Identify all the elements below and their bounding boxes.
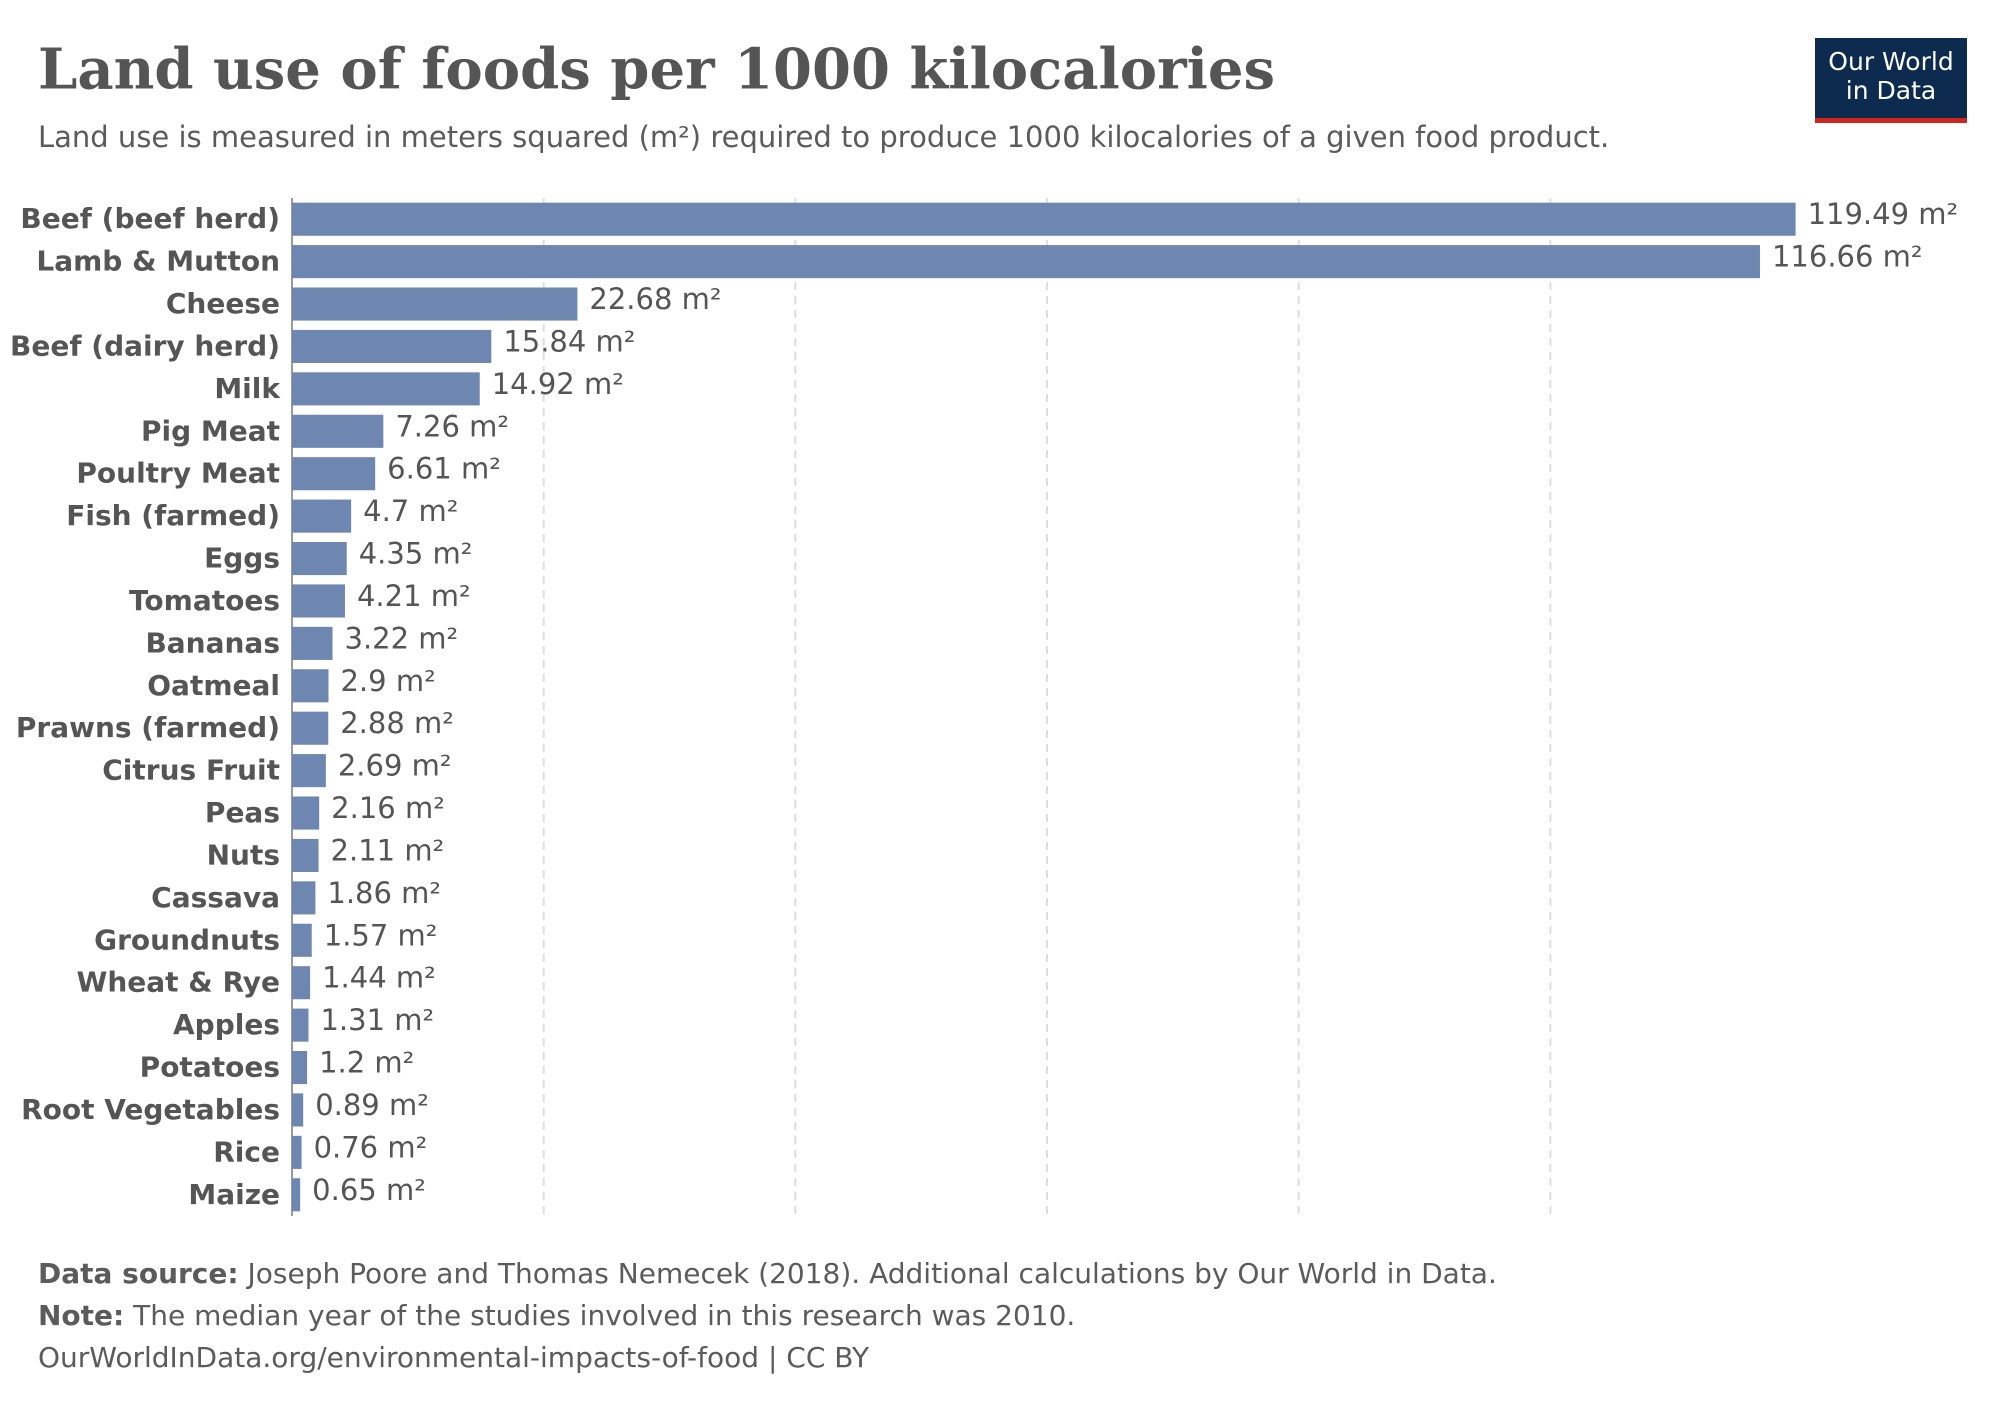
bar <box>292 457 376 491</box>
y-tick-label: Maize <box>188 1178 280 1211</box>
bar <box>292 499 352 533</box>
bar <box>292 372 480 406</box>
logo-text: Our World <box>1828 47 1953 76</box>
value-label: 3.22 m² <box>345 621 459 655</box>
bar <box>292 923 312 957</box>
bar <box>292 881 316 915</box>
value-label: 0.76 m² <box>314 1130 428 1164</box>
bar <box>292 669 329 703</box>
note-label: Note: <box>38 1299 124 1332</box>
y-tick-label: Oatmeal <box>147 669 280 702</box>
y-tick-label: Bananas <box>145 626 280 659</box>
y-tick-label: Lamb & Mutton <box>36 245 280 278</box>
value-label: 4.7 m² <box>363 494 458 528</box>
footer-url[interactable]: OurWorldInData.org/environmental-impacts… <box>38 1341 870 1374</box>
bar <box>292 329 492 364</box>
y-tick-label: Beef (beef herd) <box>20 202 280 235</box>
y-tick-label: Root Vegetables <box>21 1093 280 1126</box>
y-tick-label: Potatoes <box>140 1051 280 1084</box>
logo-strip <box>1815 118 1967 123</box>
value-label: 1.44 m² <box>322 961 436 995</box>
y-tick-label: Wheat & Rye <box>76 966 280 999</box>
y-tick-label: Rice <box>213 1135 280 1168</box>
bar <box>292 414 384 448</box>
value-label: 4.35 m² <box>359 537 473 571</box>
bar <box>292 202 1796 236</box>
value-label: 7.26 m² <box>395 409 509 443</box>
y-tick-label: Nuts <box>207 838 280 871</box>
source-label: Data source: <box>38 1257 239 1290</box>
value-label: 1.31 m² <box>320 1003 434 1037</box>
y-tick-label: Milk <box>214 372 281 405</box>
bar <box>292 584 345 618</box>
value-label: 2.88 m² <box>340 706 454 740</box>
y-tick-label: Citrus Fruit <box>102 754 280 787</box>
value-label: 0.65 m² <box>312 1173 426 1207</box>
value-label: 6.61 m² <box>387 452 501 486</box>
y-tick-label: Poultry Meat <box>76 457 280 490</box>
y-tick-label: Peas <box>205 796 280 829</box>
value-label: 116.66 m² <box>1772 240 1923 274</box>
bar <box>292 541 347 576</box>
value-label: 15.84 m² <box>503 324 635 358</box>
value-label: 1.86 m² <box>327 876 441 910</box>
value-label: 2.69 m² <box>338 749 452 783</box>
y-tick-label: Groundnuts <box>94 923 280 956</box>
y-tick-label: Apples <box>173 1008 280 1041</box>
footer-source: Data source: Joseph Poore and Thomas Nem… <box>38 1257 1497 1290</box>
value-label: 2.16 m² <box>331 791 445 825</box>
bar <box>292 838 319 873</box>
bar <box>292 966 311 1000</box>
footer-note: Note: The median year of the studies inv… <box>38 1299 1075 1332</box>
bar <box>292 287 578 321</box>
chart-title: Land use of foods per 1000 kilocalories <box>38 37 1275 103</box>
value-label: 1.2 m² <box>319 1046 414 1080</box>
bar <box>292 1050 308 1085</box>
value-label: 0.89 m² <box>315 1088 429 1122</box>
y-tick-label: Beef (dairy herd) <box>10 329 280 362</box>
y-tick-label: Eggs <box>204 542 280 575</box>
y-tick-label: Cassava <box>151 881 280 914</box>
bar <box>292 1008 309 1042</box>
bar <box>292 754 326 788</box>
y-tick-label: Pig Meat <box>141 414 280 447</box>
bar <box>292 1178 301 1212</box>
bar <box>292 711 329 745</box>
logo-box <box>1815 38 1967 118</box>
value-label: 14.92 m² <box>492 367 624 401</box>
value-label: 2.11 m² <box>331 833 445 867</box>
bar <box>292 796 320 830</box>
value-label: 22.68 m² <box>589 282 721 316</box>
logo[interactable]: Our World in Data <box>1815 38 1967 123</box>
value-label: 1.57 m² <box>324 918 438 952</box>
chart-subtitle: Land use is measured in meters squared (… <box>38 120 1609 154</box>
y-tick-label: Fish (farmed) <box>66 499 280 532</box>
y-tick-label: Cheese <box>166 287 280 320</box>
bar <box>292 1135 302 1169</box>
note-text: The median year of the studies involved … <box>132 1299 1075 1332</box>
y-tick-label: Tomatoes <box>129 584 280 617</box>
bar <box>292 626 333 660</box>
value-label: 2.9 m² <box>340 664 435 698</box>
value-label: 119.49 m² <box>1808 197 1959 231</box>
logo-text: in Data <box>1846 76 1936 105</box>
source-text: Joseph Poore and Thomas Nemecek (2018). … <box>246 1257 1497 1290</box>
bar <box>292 245 1760 279</box>
value-label: 4.21 m² <box>357 579 471 613</box>
y-tick-label: Prawns (farmed) <box>16 711 280 744</box>
bar <box>292 1093 304 1127</box>
